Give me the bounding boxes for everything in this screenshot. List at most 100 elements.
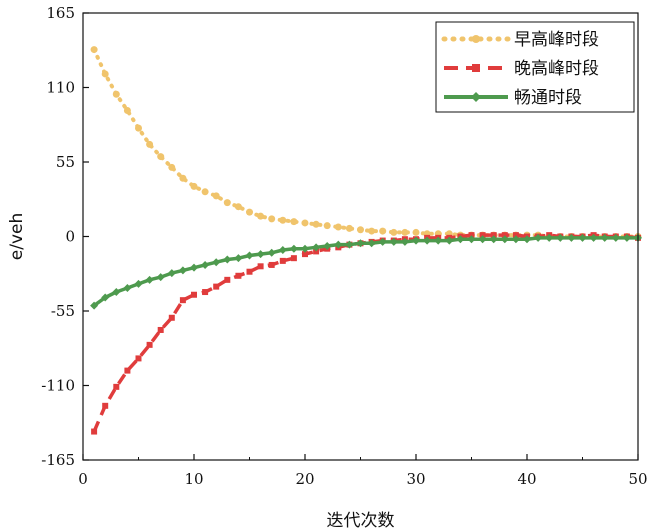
x-tick-label: 40 (517, 470, 536, 488)
data-point (501, 232, 508, 239)
data-point (500, 235, 509, 244)
legend-label: 晚高峰时段 (514, 59, 599, 79)
data-point (390, 228, 398, 236)
data-point (246, 268, 253, 275)
data-point (135, 124, 142, 132)
data-point (545, 233, 554, 242)
legend-marker (472, 64, 480, 72)
data-point (313, 248, 320, 255)
y-tick-label: -165 (41, 451, 75, 469)
data-point (113, 383, 120, 390)
data-point (123, 283, 132, 292)
data-point (611, 233, 620, 242)
data-point (578, 233, 587, 242)
data-point (234, 203, 242, 211)
data-point (389, 237, 398, 246)
legend-item: 畅通时段 (444, 88, 582, 108)
legend-label: 畅通时段 (514, 88, 582, 108)
data-point (301, 219, 309, 227)
data-point (157, 326, 164, 333)
data-point (378, 237, 387, 246)
data-point (257, 212, 265, 220)
data-point (190, 263, 198, 272)
data-point (213, 283, 220, 290)
x-axis-title: 迭代次数 (327, 511, 395, 531)
data-point (279, 216, 287, 224)
data-point (478, 235, 487, 244)
data-point (445, 236, 454, 245)
series-line (93, 236, 638, 308)
data-point (112, 90, 120, 98)
y-tick-label: 165 (46, 4, 75, 22)
y-tick-label: 0 (65, 228, 75, 246)
data-point (235, 272, 242, 279)
data-point (434, 236, 443, 245)
x-tick-label: 0 (78, 470, 88, 488)
data-point (323, 222, 331, 230)
data-point (345, 224, 353, 232)
data-point (156, 273, 165, 282)
x-tick-label: 30 (406, 470, 425, 488)
series-2 (91, 232, 641, 435)
data-point (302, 251, 308, 258)
data-point (146, 341, 153, 348)
data-point (334, 240, 343, 249)
x-tick-label: 20 (295, 470, 314, 488)
data-point (256, 250, 265, 259)
data-point (367, 239, 376, 248)
y-tick-label: 110 (46, 79, 75, 97)
data-point (312, 243, 321, 252)
legend-item: 早高峰时段 (441, 30, 599, 50)
data-point (423, 236, 432, 245)
x-tick-label: 10 (184, 470, 203, 488)
data-point (191, 291, 197, 298)
data-point (212, 192, 220, 200)
y-tick-label: -110 (41, 377, 75, 395)
data-point (124, 367, 131, 374)
data-point (102, 402, 109, 409)
series-3 (90, 233, 642, 310)
legend-marker (471, 92, 481, 102)
series-line (92, 233, 639, 433)
data-point (212, 258, 221, 267)
y-axis-title: e/veh (7, 213, 27, 260)
data-point (157, 153, 165, 161)
data-point (134, 279, 143, 288)
data-point (479, 232, 486, 239)
y-tick-label: 55 (56, 153, 75, 171)
data-point (489, 235, 498, 244)
data-point (224, 276, 231, 283)
data-point (202, 289, 209, 296)
data-point (268, 215, 276, 223)
data-point (267, 248, 276, 257)
data-point (101, 70, 109, 78)
data-point (223, 199, 231, 207)
data-point (145, 275, 154, 284)
data-point (91, 428, 98, 435)
data-point (589, 233, 598, 242)
data-point (179, 297, 186, 304)
data-point (379, 227, 387, 235)
legend-marker (472, 35, 480, 43)
data-point (412, 236, 420, 245)
data-point (245, 251, 254, 260)
data-point (456, 235, 465, 244)
data-point (511, 235, 520, 244)
axes: 0 10 20 30 40 50 165 110 55 0 -55 -110 -165 迭代次数 e/veh (7, 4, 648, 531)
data-point (467, 235, 476, 244)
data-point (268, 261, 275, 268)
data-point (257, 263, 264, 270)
data-point (179, 174, 187, 182)
x-tick-label: 50 (628, 470, 647, 488)
data-point (90, 46, 98, 54)
data-point (289, 244, 298, 253)
data-point (556, 233, 565, 242)
data-point (101, 293, 110, 302)
data-point (356, 239, 365, 248)
data-point (512, 232, 519, 239)
data-point (246, 208, 253, 216)
data-point (278, 246, 287, 255)
data-point (279, 257, 286, 264)
data-point (468, 232, 475, 239)
